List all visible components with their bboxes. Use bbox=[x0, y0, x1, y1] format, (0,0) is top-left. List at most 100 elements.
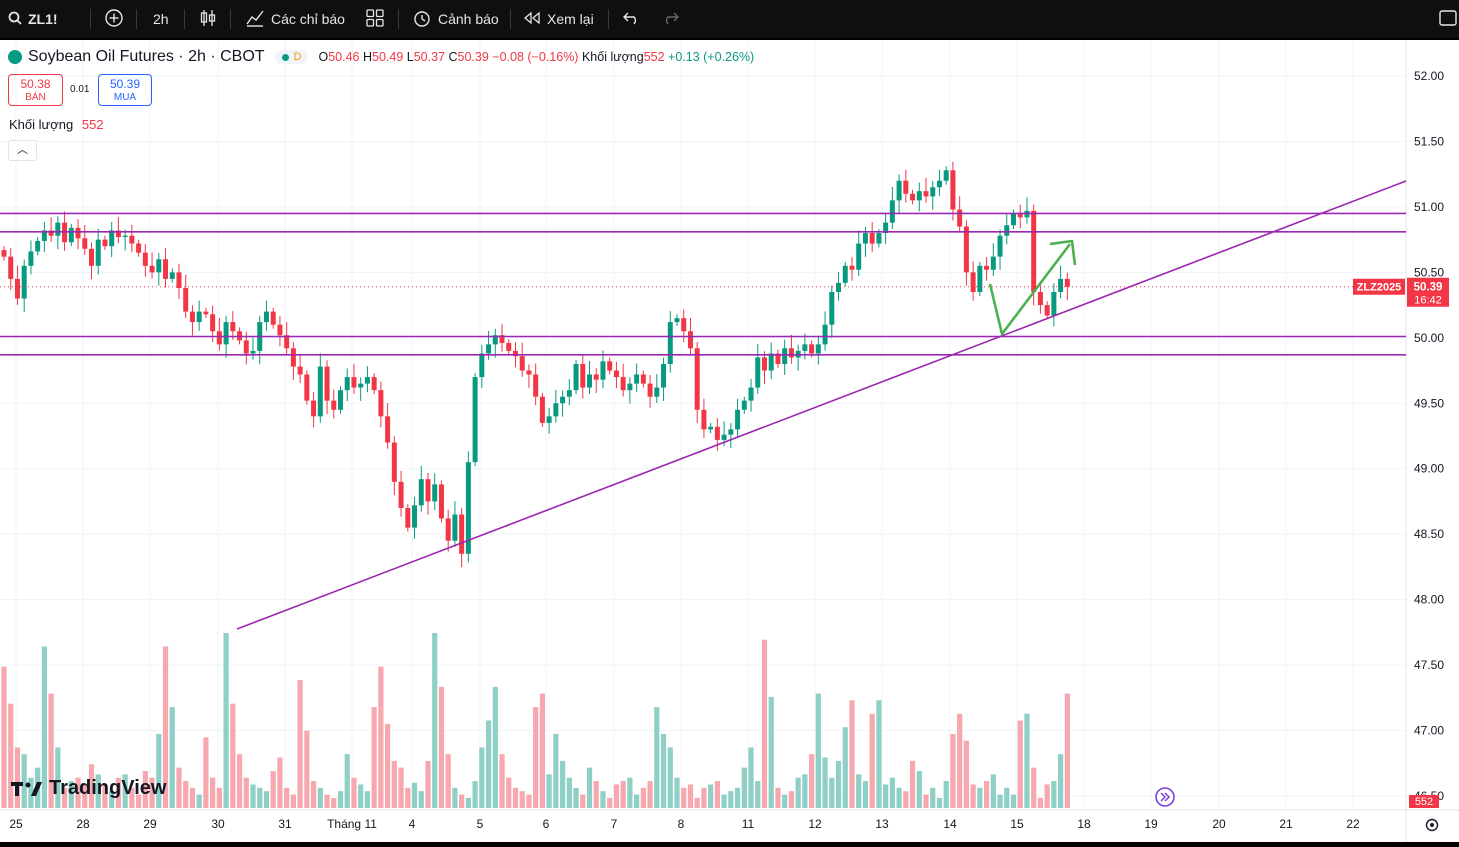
candle-body bbox=[486, 344, 492, 354]
time-axis-label: 25 bbox=[9, 817, 23, 831]
symbol-search[interactable]: ZL1! bbox=[8, 0, 58, 38]
replay-button[interactable]: Xem lại bbox=[523, 0, 594, 38]
candles-icon bbox=[199, 8, 217, 31]
time-axis-label: 31 bbox=[278, 817, 292, 831]
candle-body bbox=[378, 390, 384, 417]
buy-label: MUA bbox=[113, 92, 137, 103]
sell-button[interactable]: 50.38 BÁN bbox=[8, 74, 63, 106]
candle-body bbox=[156, 259, 162, 273]
time-axis-label: 30 bbox=[211, 817, 225, 831]
symbol-tag: ZLZ2025 bbox=[1357, 282, 1402, 294]
candle-body bbox=[14, 278, 20, 299]
volume-bar bbox=[82, 784, 88, 808]
volume-bar bbox=[734, 787, 741, 808]
alerts-label: Cảnh báo bbox=[438, 11, 499, 27]
time-axis-label: 18 bbox=[1077, 817, 1091, 831]
candle-body bbox=[694, 348, 700, 410]
volume-bar bbox=[580, 794, 586, 808]
candle-body bbox=[775, 353, 781, 364]
volume-bar bbox=[883, 784, 889, 808]
price-axis-label: 49.50 bbox=[1414, 396, 1444, 410]
volume-bar bbox=[1004, 787, 1010, 808]
candle-body bbox=[465, 462, 471, 554]
candle-body bbox=[896, 180, 902, 201]
volume-bar bbox=[748, 747, 754, 808]
chart-area[interactable]: 25 28 29 30 31 Tháng 11 4 5 6 7 8 11 12 13 14 15 18 19 20 2… bbox=[0, 40, 1459, 842]
low-value: 50.37 bbox=[413, 50, 446, 64]
volume-bar bbox=[566, 777, 572, 808]
open-value: 50.46 bbox=[328, 50, 360, 64]
candle-body bbox=[553, 403, 559, 417]
candle-body bbox=[506, 343, 512, 351]
volume-bar bbox=[829, 777, 835, 808]
candle-body bbox=[782, 348, 788, 364]
volume-bar bbox=[768, 696, 774, 808]
volume-bar bbox=[970, 784, 976, 808]
candle-body bbox=[499, 335, 505, 344]
volume-bar bbox=[109, 791, 115, 808]
volume-bar bbox=[889, 777, 895, 808]
volume-bar bbox=[539, 693, 545, 808]
buy-button[interactable]: 50.39 MUA bbox=[98, 74, 152, 106]
volume-bar bbox=[559, 760, 566, 808]
volume-bar bbox=[775, 787, 781, 808]
volume-bar bbox=[835, 760, 842, 808]
candle-body bbox=[459, 514, 465, 554]
candle-body bbox=[519, 356, 525, 371]
price-axis-label: 50.50 bbox=[1414, 265, 1444, 279]
volume-bar bbox=[149, 777, 155, 808]
candle-body bbox=[620, 377, 626, 391]
time-axis-label: 11 bbox=[742, 817, 755, 831]
candle-body bbox=[189, 311, 195, 323]
candle-body bbox=[889, 200, 895, 223]
candle-body bbox=[95, 239, 101, 266]
layout-button[interactable] bbox=[366, 0, 384, 38]
indicators-button[interactable]: Các chỉ báo bbox=[245, 0, 345, 38]
candle-body bbox=[728, 429, 734, 435]
candle-body bbox=[82, 238, 88, 249]
interval-button[interactable]: 2h bbox=[153, 0, 169, 38]
candle-body bbox=[479, 353, 485, 378]
candle-body bbox=[674, 318, 680, 323]
volume-bar bbox=[977, 787, 983, 808]
alerts-button[interactable]: Cảnh báo bbox=[412, 0, 499, 38]
volume-bar bbox=[344, 754, 350, 808]
candle-body bbox=[142, 252, 148, 266]
compare-button[interactable] bbox=[104, 0, 124, 38]
redo-button[interactable] bbox=[661, 0, 679, 38]
volume-bar bbox=[788, 791, 795, 808]
time-axis-label: 14 bbox=[943, 817, 957, 831]
candle-body bbox=[768, 353, 774, 371]
price-axis-label: 47.50 bbox=[1414, 658, 1444, 672]
candle-body bbox=[364, 377, 370, 384]
undo-button[interactable] bbox=[623, 0, 641, 38]
volume-bar bbox=[425, 760, 431, 808]
ohlc-values: O50.46 H50.49 L50.37 C50.39 −0.08 (−0.16… bbox=[318, 50, 754, 64]
market-status-badge: D bbox=[274, 50, 309, 64]
volume-bar bbox=[438, 686, 445, 808]
volume-bar bbox=[721, 794, 727, 808]
collapse-legend-button[interactable]: ︿ bbox=[8, 140, 37, 161]
plus-circle-icon bbox=[104, 8, 124, 31]
volume-bar bbox=[869, 713, 875, 808]
candle-body bbox=[412, 505, 418, 528]
volume-bar bbox=[257, 787, 263, 808]
volume-legend: Khối lượng 552 bbox=[9, 117, 104, 132]
candle-body bbox=[923, 191, 929, 197]
volume-bar bbox=[1044, 784, 1050, 808]
volume-bar bbox=[310, 781, 317, 808]
fullscreen-button[interactable] bbox=[1439, 0, 1457, 38]
candle-body bbox=[324, 366, 330, 401]
volume-bar bbox=[620, 781, 626, 808]
low-label: L bbox=[406, 50, 414, 64]
ascending-trendline bbox=[236, 180, 1407, 630]
volume-bar bbox=[162, 646, 169, 808]
candle-body bbox=[277, 324, 283, 336]
price-chart[interactable]: 25 28 29 30 31 Tháng 11 4 5 6 7 8 11 12 13 14 15 18 19 20 2… bbox=[0, 40, 1459, 842]
volume-bar bbox=[1064, 693, 1070, 808]
sell-label: BÁN bbox=[25, 92, 46, 103]
top-toolbar: ZL1! 2h Các chỉ báo Cảnh báo X bbox=[0, 0, 1459, 38]
volume-bar bbox=[337, 791, 344, 808]
candle-body bbox=[809, 344, 815, 354]
chart-type-button[interactable] bbox=[199, 0, 217, 38]
